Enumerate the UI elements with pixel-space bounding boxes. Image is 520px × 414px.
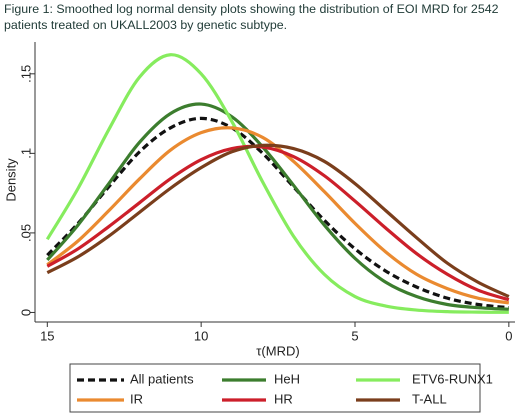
series-line [46,143,510,298]
x-axis-label: τ(MRD) [256,343,299,358]
y-axis-label: Density [3,158,18,202]
series-line [46,102,509,311]
x-tick-label: 5 [351,328,358,343]
chart-title: Figure 1: Smoothed log normal density pl… [4,2,499,32]
legend-label: ETV6-RUNX1 [412,371,493,386]
x-tick-label: 0 [505,328,512,343]
legend-label: HeH [274,371,300,386]
legend-label: HR [274,391,293,406]
legend-label: All patients [130,371,194,386]
y-tick-label: 0 [18,309,33,316]
y-tick-label: .15 [18,65,33,83]
series-line [46,116,510,310]
series-line [46,144,510,302]
y-tick-label: .05 [18,224,33,242]
y-tick-label: .1 [18,148,33,159]
x-tick-label: 15 [40,328,54,343]
x-tick-label: 10 [194,328,208,343]
series-line [45,53,509,314]
legend-label: T-ALL [412,391,447,406]
series-line [46,126,510,305]
legend-box [69,363,481,413]
legend-label: IR [130,391,143,406]
